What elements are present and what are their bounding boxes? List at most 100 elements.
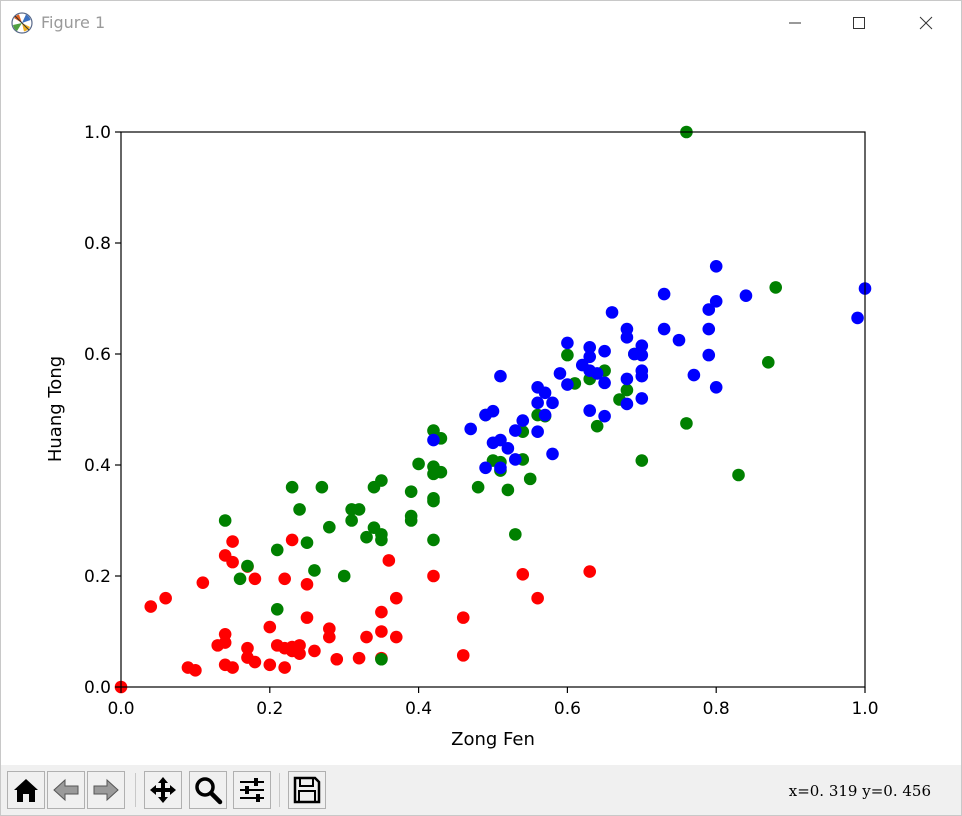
data-point — [278, 572, 291, 586]
data-point — [285, 480, 299, 494]
data-point — [851, 311, 864, 325]
data-point — [501, 483, 515, 497]
data-point — [323, 630, 336, 644]
maximize-button[interactable] — [827, 1, 891, 45]
data-point — [300, 578, 314, 591]
data-point — [509, 424, 522, 437]
data-point — [375, 625, 388, 638]
data-point — [769, 281, 783, 294]
data-point — [330, 652, 344, 666]
ticks-layer: 0.0 0.2 0.4 0.6 0.8 1.0 0.0 0.2 0.4 0.6 0.8 1.0 — [84, 123, 879, 719]
data-point — [427, 569, 440, 583]
data-point — [620, 397, 634, 411]
save-button[interactable] — [288, 771, 326, 809]
data-point — [382, 554, 396, 567]
x-tick-label: 0.6 — [554, 699, 581, 719]
data-point — [360, 630, 373, 644]
data-point — [375, 605, 388, 619]
data-point — [620, 331, 634, 344]
data-point — [196, 576, 210, 589]
data-point — [285, 533, 299, 547]
y-tick-label: 0.8 — [84, 234, 111, 254]
data-point — [553, 367, 567, 380]
data-point — [561, 378, 574, 391]
zoom-button[interactable] — [189, 771, 227, 809]
data-point — [337, 569, 351, 583]
save-icon — [293, 776, 321, 804]
pan-button[interactable] — [144, 771, 182, 809]
data-point — [404, 485, 418, 498]
data-point — [293, 503, 306, 516]
data-point — [598, 409, 611, 423]
data-point — [531, 591, 544, 605]
data-point — [352, 651, 366, 665]
close-button[interactable] — [894, 1, 958, 45]
y-tick-label: 0.4 — [84, 456, 111, 476]
data-point — [218, 636, 232, 649]
data-point — [546, 396, 559, 410]
data-point — [538, 386, 552, 400]
data-point — [263, 620, 277, 634]
data-point — [583, 350, 597, 364]
scatter-chart[interactable]: 0.0 0.2 0.4 0.6 0.8 1.0 0.0 0.2 0.4 0.6 0.8 1.0 Zon… — [1, 45, 961, 765]
data-point — [494, 433, 507, 447]
maximize-icon — [853, 17, 865, 29]
forward-button[interactable] — [87, 771, 125, 809]
data-point — [486, 404, 500, 418]
data-point — [709, 260, 723, 273]
data-point — [590, 367, 604, 380]
data-point — [761, 356, 775, 369]
data-point — [635, 392, 649, 405]
data-point — [389, 591, 403, 605]
data-point — [583, 565, 597, 578]
data-point — [270, 543, 284, 557]
data-point — [293, 647, 306, 660]
back-arrow-icon — [53, 778, 79, 802]
data-point — [308, 564, 321, 577]
x-tick-label: 0.8 — [703, 699, 730, 719]
data-point — [479, 461, 492, 475]
data-point — [456, 611, 470, 624]
configure-button[interactable] — [233, 771, 271, 809]
data-point — [709, 381, 723, 394]
data-point — [278, 661, 291, 674]
data-point — [657, 287, 671, 301]
data-point — [241, 641, 254, 655]
home-button[interactable] — [7, 771, 45, 809]
data-point — [739, 289, 753, 303]
y-tick-label: 0.6 — [84, 345, 111, 365]
y-axis-label: Huang Tong — [45, 356, 66, 462]
figure-canvas[interactable]: 0.0 0.2 0.4 0.6 0.8 1.0 0.0 0.2 0.4 0.6 0.8 1.0 Zon… — [1, 45, 961, 765]
data-point — [389, 630, 403, 644]
x-axis-label: Zong Fen — [451, 729, 535, 750]
data-point — [375, 533, 388, 547]
data-point — [687, 368, 701, 382]
data-point — [590, 419, 604, 433]
plot-frame — [120, 131, 866, 688]
data-point — [434, 465, 448, 479]
data-point — [471, 480, 485, 494]
data-point — [248, 572, 262, 586]
x-tick-label: 0.2 — [256, 699, 283, 719]
data-point — [352, 503, 366, 516]
data-point — [404, 514, 418, 527]
data-point — [241, 559, 254, 573]
data-point — [635, 348, 649, 362]
points-layer — [114, 125, 872, 694]
data-point — [427, 494, 440, 508]
data-point — [315, 480, 329, 494]
data-point — [531, 425, 544, 439]
data-point — [464, 422, 477, 436]
data-point — [494, 461, 507, 475]
data-point — [680, 417, 693, 430]
data-point — [375, 474, 388, 487]
back-button[interactable] — [47, 771, 85, 809]
data-point — [538, 408, 552, 422]
data-point — [159, 591, 172, 605]
minimize-button[interactable] — [763, 1, 827, 45]
data-point — [605, 306, 619, 319]
minimize-icon — [789, 22, 801, 24]
title-bar[interactable]: Figure 1 — [1, 1, 961, 45]
data-point — [531, 396, 544, 410]
